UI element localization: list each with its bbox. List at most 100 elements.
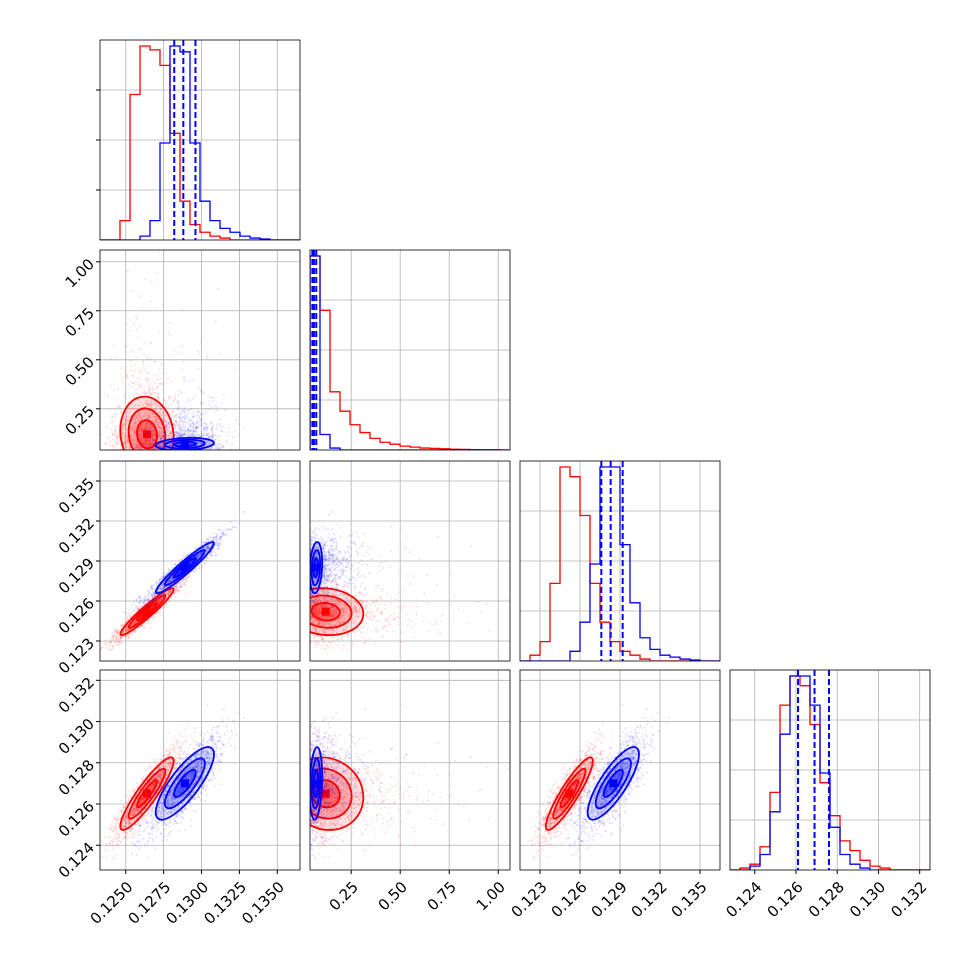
scatter-point	[148, 454, 150, 456]
scatter-point	[206, 356, 209, 359]
scatter-point	[147, 404, 150, 407]
scatter-point	[215, 445, 218, 448]
scatter-point	[140, 439, 143, 442]
scatter-point	[134, 426, 137, 429]
scatter-point	[192, 454, 194, 456]
scatter-point	[205, 452, 207, 454]
scatter-point	[158, 614, 161, 617]
scatter-point	[129, 429, 132, 432]
scatter-point	[180, 369, 183, 372]
scatter-point	[126, 270, 129, 273]
scatter-point	[163, 455, 165, 457]
scatter-point	[191, 421, 194, 424]
scatter-point	[171, 452, 173, 454]
scatter-point	[126, 454, 128, 456]
scatter-point	[230, 521, 233, 524]
scatter-point	[158, 452, 160, 454]
scatter-point	[123, 439, 126, 442]
scatter-point	[153, 452, 155, 454]
scatter-point	[169, 432, 172, 435]
scatter-point	[172, 451, 174, 453]
scatter-point	[138, 444, 141, 447]
scatter-point	[182, 453, 184, 455]
scatter-point	[143, 405, 146, 408]
scatter-point	[136, 445, 139, 448]
scatter-point	[156, 395, 159, 398]
scatter-point	[171, 425, 174, 428]
scatter-point	[185, 434, 188, 437]
scatter-point	[171, 429, 174, 432]
scatter-point	[217, 443, 220, 446]
scatter-point	[144, 440, 147, 443]
scatter-point	[122, 442, 125, 445]
scatter-point	[139, 425, 142, 428]
scatter-point	[174, 451, 176, 453]
scatter-point	[164, 452, 166, 454]
scatter-point	[159, 382, 162, 385]
scatter-point	[186, 454, 188, 456]
scatter-point	[180, 419, 183, 422]
scatter-point	[144, 425, 147, 428]
scatter-point	[180, 453, 182, 455]
scatter-point	[108, 644, 111, 647]
scatter-point	[119, 641, 122, 644]
scatter-point	[147, 433, 150, 436]
scatter-point	[175, 453, 177, 455]
scatter-point	[113, 442, 116, 445]
scatter-point	[131, 418, 134, 421]
scatter-point	[165, 450, 167, 452]
scatter-point	[144, 425, 147, 428]
scatter-point	[179, 451, 181, 453]
scatter-point	[172, 413, 175, 416]
scatter-point	[211, 424, 214, 427]
scatter-point	[196, 429, 199, 432]
scatter-point	[146, 403, 149, 406]
scatter-point	[123, 423, 126, 426]
scatter-point	[139, 370, 142, 373]
scatter-point	[164, 453, 166, 455]
scatter-point	[148, 402, 151, 405]
scatter-point	[124, 424, 127, 427]
scatter-point	[125, 376, 128, 379]
scatter-point	[205, 433, 208, 436]
scatter-point	[121, 422, 124, 425]
scatter-point	[167, 435, 170, 438]
scatter-point	[188, 453, 190, 455]
scatter-point	[153, 439, 156, 442]
scatter-point	[188, 451, 190, 453]
scatter-point	[183, 421, 186, 424]
scatter-point	[137, 404, 140, 407]
scatter-point	[177, 405, 180, 408]
scatter-point	[158, 434, 161, 437]
scatter-point	[196, 350, 199, 353]
scatter-point	[194, 422, 197, 425]
scatter-point	[145, 380, 148, 383]
scatter-point	[222, 425, 225, 428]
scatter-point	[104, 442, 107, 445]
scatter-point	[142, 443, 145, 446]
scatter-point	[116, 438, 119, 441]
scatter-point	[162, 453, 164, 455]
scatter-point	[153, 391, 156, 394]
scatter-point	[194, 453, 196, 455]
scatter-point	[158, 330, 161, 333]
scatter-point	[139, 446, 142, 449]
scatter-point	[174, 454, 176, 456]
scatter-point	[144, 438, 147, 441]
scatter-point	[194, 452, 196, 454]
scatter-point	[191, 452, 193, 454]
scatter-point	[159, 436, 162, 439]
scatter-point	[118, 406, 121, 409]
scatter-point	[156, 306, 159, 309]
scatter-point	[122, 422, 125, 425]
scatter-point	[145, 438, 148, 441]
scatter-point	[132, 427, 135, 430]
scatter-point	[157, 434, 160, 437]
scatter-point	[216, 406, 219, 409]
scatter-point	[161, 436, 164, 439]
scatter-point	[145, 445, 148, 448]
scatter-point	[151, 452, 153, 454]
scatter-point	[150, 402, 153, 405]
scatter-point	[196, 455, 198, 457]
scatter-point	[169, 450, 171, 452]
